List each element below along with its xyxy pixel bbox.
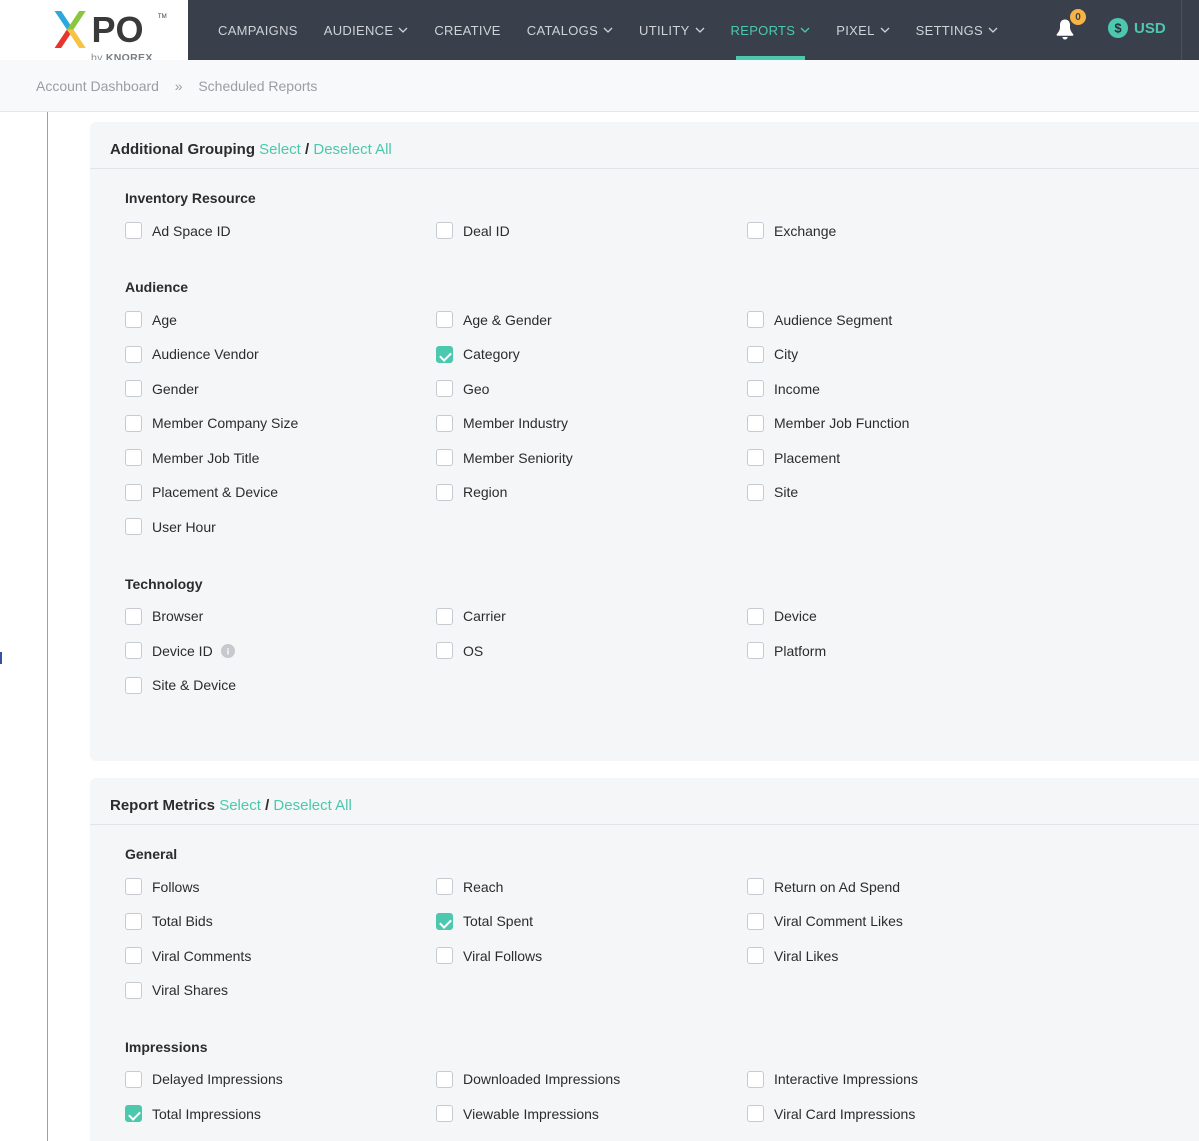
svg-text:$: $ bbox=[1114, 21, 1122, 36]
svg-text:i: i bbox=[226, 646, 229, 656]
